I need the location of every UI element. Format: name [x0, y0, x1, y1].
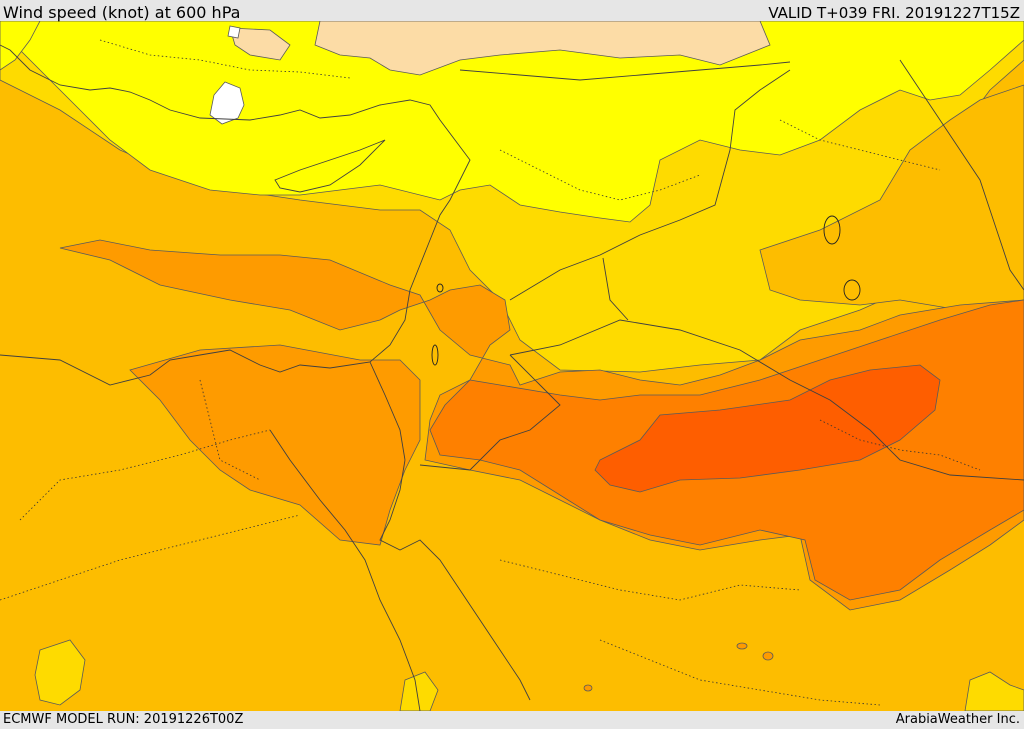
- field-white: [209, 81, 245, 125]
- field-orange-deep: [594, 364, 941, 493]
- coastline-redsea-west: [269, 429, 421, 711]
- admin-boundary: [819, 419, 981, 471]
- field-gold-south: [34, 639, 86, 706]
- border-jordan-saudi: [419, 354, 561, 471]
- wind-speed-map: [0, 21, 1024, 711]
- border-syria-iraq: [509, 69, 791, 301]
- coastline-cyprus: [274, 139, 386, 193]
- admin-boundary: [0, 514, 301, 601]
- coastline-blacksea: [459, 61, 791, 81]
- lake-outline: [823, 215, 841, 245]
- admin-boundary: [199, 379, 261, 481]
- lake-outline: [843, 279, 861, 301]
- map-title: Wind speed (knot) at 600 hPa: [3, 3, 241, 22]
- field-orange-spot: [762, 651, 774, 661]
- field-tan-west: [229, 27, 291, 61]
- footer-bar: [0, 711, 1024, 729]
- border-egypt-israel: [369, 361, 406, 461]
- field-yellow: [0, 21, 1024, 223]
- field-gold-south-east: [964, 671, 1024, 711]
- field-orange-spot: [736, 642, 748, 650]
- coastline-gulf: [899, 59, 1024, 291]
- coastline-mediterranean: [0, 44, 471, 386]
- admin-boundary: [599, 639, 881, 706]
- model-run-label: ECMWF MODEL RUN: 20191226T00Z: [3, 712, 244, 727]
- field-orange-spot: [583, 684, 593, 692]
- field-tan-north: [314, 21, 771, 76]
- coastline-redsea-east: [379, 459, 531, 701]
- valid-time: VALID T+039 FRI. 20191227T15Z: [768, 4, 1020, 22]
- field-gold-south-mid: [399, 671, 439, 711]
- field-white-small: [227, 25, 241, 39]
- header-bar: [0, 0, 1024, 20]
- admin-boundary: [499, 149, 701, 201]
- lake-outline: [436, 283, 444, 293]
- lake-outline: [431, 344, 439, 366]
- field-amber-east: [759, 84, 1024, 311]
- credit-label: ArabiaWeather Inc.: [895, 712, 1020, 727]
- field-yellow-west: [0, 21, 41, 71]
- border-jordan-iraq: [509, 319, 1024, 481]
- border-iraq-inner: [602, 257, 629, 321]
- field-orange-light-egypt: [129, 344, 421, 546]
- admin-boundary: [499, 559, 801, 601]
- admin-boundary: [19, 429, 271, 521]
- admin-boundary: [779, 119, 941, 171]
